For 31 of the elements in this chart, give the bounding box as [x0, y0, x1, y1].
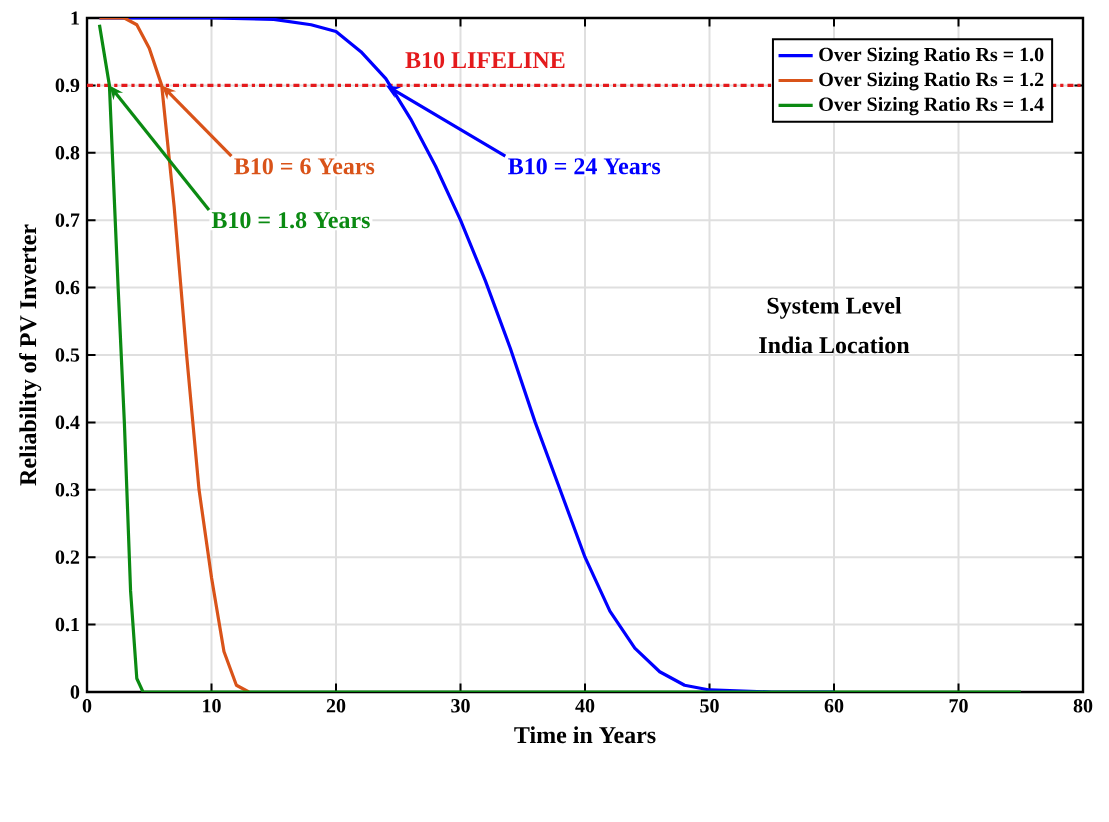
y-tick-label: 0.5 — [55, 348, 80, 362]
annotation: B10 = 24 Years — [508, 158, 661, 175]
annotation: India Location — [759, 336, 910, 354]
x-tick-label: 50 — [700, 699, 719, 713]
ref-line-label: B10 LIFELINE — [405, 52, 565, 69]
y-tick-label: 0.8 — [55, 145, 80, 160]
x-tick-label: 0 — [82, 699, 92, 713]
y-tick-label: 0.2 — [55, 550, 80, 564]
x-tick-label: 40 — [575, 699, 595, 713]
x-tick-label: 70 — [949, 699, 968, 713]
y-axis-title: Reliability of PV Inverter — [19, 224, 42, 486]
annotation: B10 = 1.8 Years — [211, 212, 370, 229]
y-tick-label: 1 — [71, 11, 79, 25]
y-tick-label: 0.6 — [55, 280, 80, 295]
y-tick-label: 0.9 — [55, 78, 80, 93]
annotation: System Level — [767, 296, 902, 319]
x-tick-label: 20 — [326, 699, 346, 713]
y-tick-label: 0 — [70, 685, 80, 699]
annotation: B10 = 6 Years — [234, 158, 375, 175]
x-axis-title: Time in Years — [514, 726, 656, 744]
legend-label: Over Sizing Ratio Rs = 1.4 — [819, 96, 1044, 116]
x-tick-label: 30 — [451, 699, 470, 713]
x-tick-label: 60 — [824, 699, 844, 713]
y-tick-label: 0.3 — [55, 482, 80, 497]
legend-label: Over Sizing Ratio Rs = 1.0 — [819, 47, 1044, 66]
y-tick-label: 0.7 — [55, 213, 80, 227]
x-tick-label: 10 — [203, 699, 221, 713]
legend-label: Over Sizing Ratio Rs = 1.2 — [819, 72, 1044, 91]
y-tick-label: 0.1 — [55, 617, 79, 632]
x-tick-label: 80 — [1073, 699, 1093, 713]
y-tick-label: 0.4 — [55, 415, 80, 430]
